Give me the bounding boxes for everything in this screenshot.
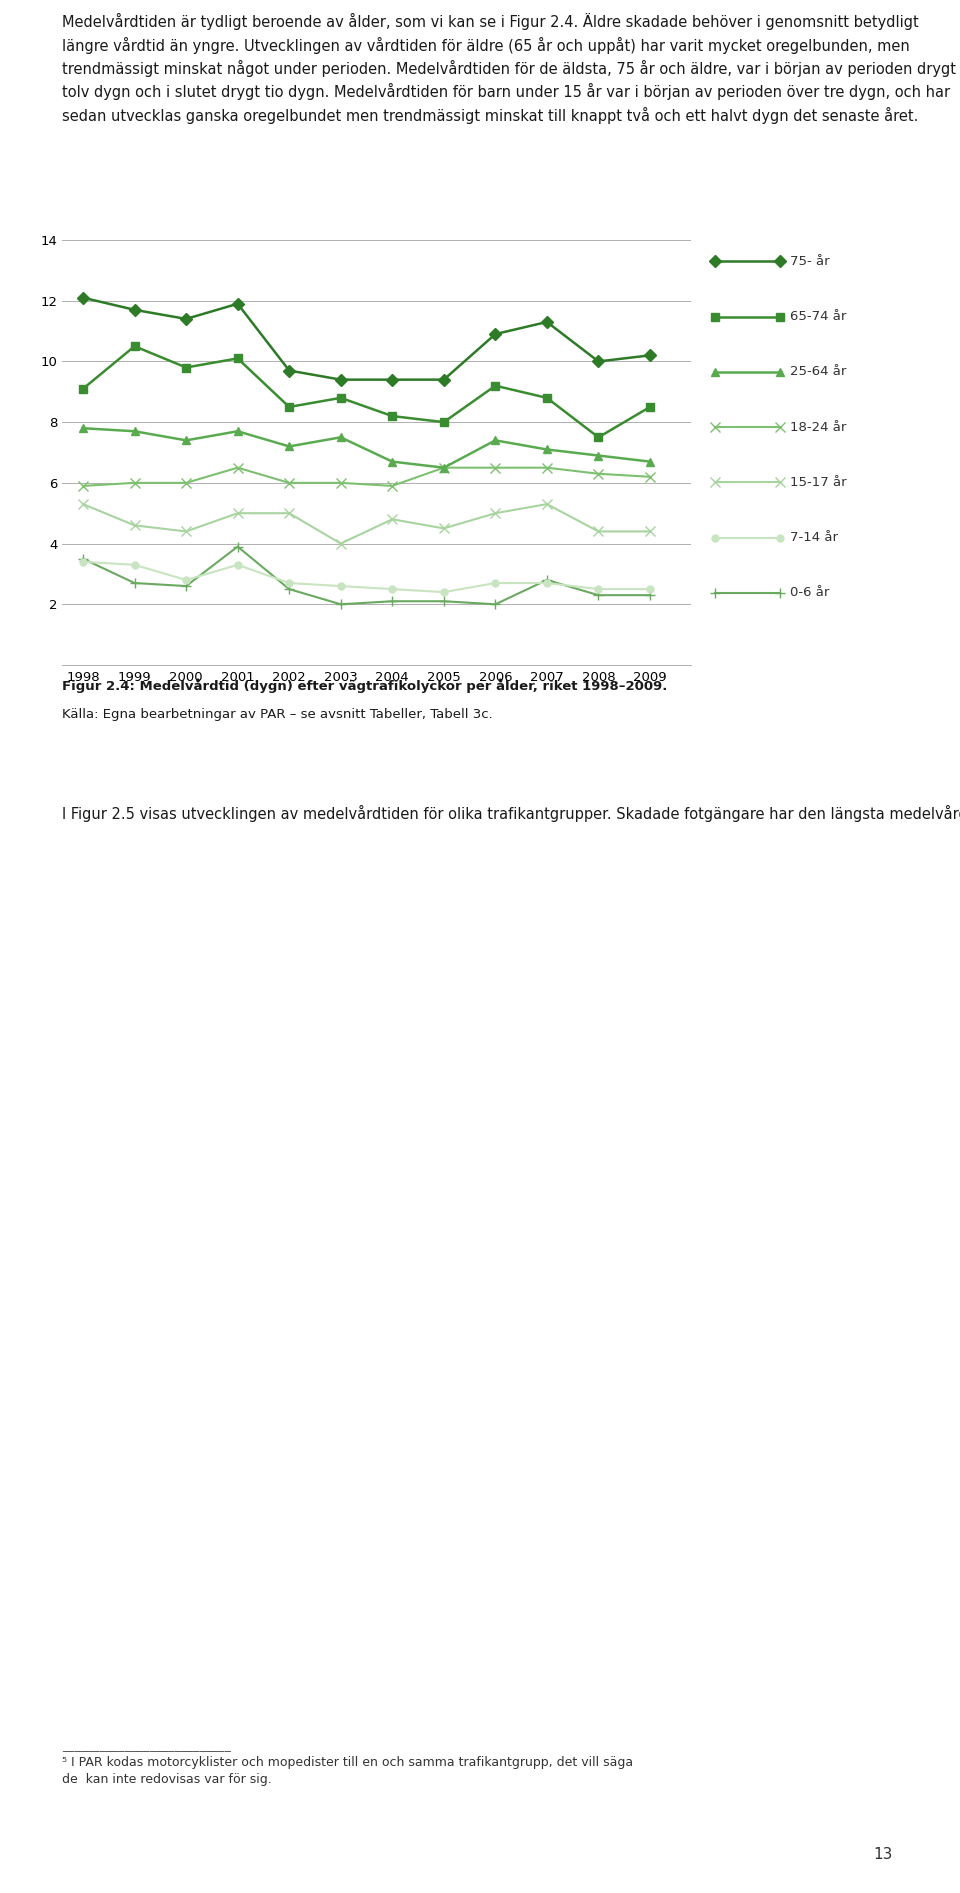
Text: ___________________________: ___________________________: [62, 1740, 231, 1753]
Text: I Figur 2.5 visas utvecklingen av medelvårdtiden för olika trafikantgrupper. Ska: I Figur 2.5 visas utvecklingen av medelv…: [62, 805, 960, 822]
Text: Källa: Egna bearbetningar av PAR – se avsnitt Tabeller, Tabell 3c.: Källa: Egna bearbetningar av PAR – se av…: [62, 708, 493, 721]
Text: 13: 13: [874, 1848, 893, 1863]
Text: ⁵ I PAR kodas motorcyklister och mopedister till en och samma trafikantgrupp, de: ⁵ I PAR kodas motorcyklister och mopedis…: [62, 1757, 634, 1787]
Text: 7-14 år: 7-14 år: [790, 532, 838, 543]
Text: 15-17 år: 15-17 år: [790, 475, 847, 488]
Text: Figur 2.4: Medelvårdtid (dygn) efter vägtrafikolyckor per ålder, riket 1998–2009: Figur 2.4: Medelvårdtid (dygn) efter väg…: [62, 678, 668, 693]
Text: 0-6 år: 0-6 år: [790, 587, 829, 600]
Text: 65-74 år: 65-74 år: [790, 310, 847, 324]
Text: 75- år: 75- år: [790, 256, 829, 267]
Text: 18-24 år: 18-24 år: [790, 420, 847, 433]
Text: Medelvårdtiden är tydligt beroende av ålder, som vi kan se i Figur 2.4. Äldre sk: Medelvårdtiden är tydligt beroende av ål…: [62, 13, 956, 123]
Text: 25-64 år: 25-64 år: [790, 365, 847, 379]
